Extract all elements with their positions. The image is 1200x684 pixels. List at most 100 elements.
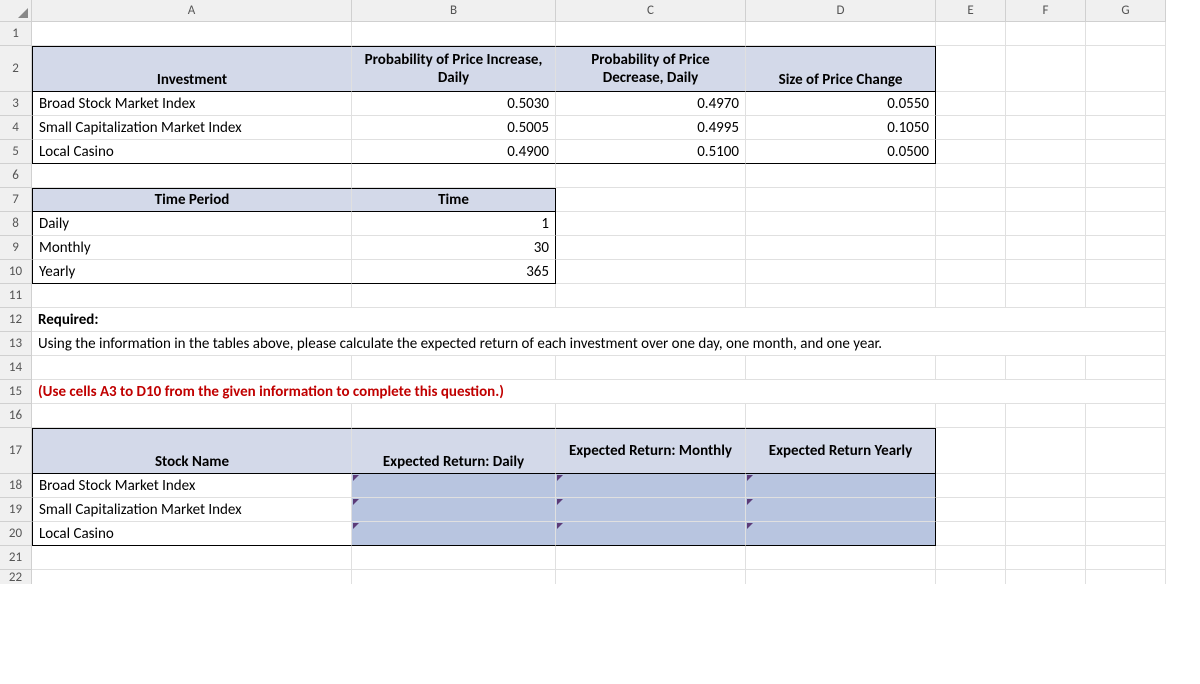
cell-c7[interactable] [556,188,746,212]
cell-b19[interactable] [352,498,556,522]
cell-e2[interactable] [936,46,1006,92]
row-header-19[interactable]: 19 [0,498,32,522]
cell-f1[interactable] [1006,22,1086,46]
cell-e5[interactable] [936,140,1006,164]
cell-e10[interactable] [936,260,1006,284]
row-header-20[interactable]: 20 [0,522,32,546]
row-header-12[interactable]: 12 [0,308,32,332]
cell-f19[interactable] [1006,498,1086,522]
cell-f5[interactable] [1006,140,1086,164]
cell-c14[interactable] [556,356,746,380]
cell-g11[interactable] [1086,284,1166,308]
cell-f11[interactable] [1006,284,1086,308]
cell-f8[interactable] [1006,212,1086,236]
cell-g8[interactable] [1086,212,1166,236]
cell-a21[interactable] [32,546,352,570]
row-header-15[interactable]: 15 [0,380,32,404]
cell-c9[interactable] [556,236,746,260]
cell-a4[interactable]: Small Capitalization Market Index [32,116,352,140]
cell-e4[interactable] [936,116,1006,140]
cell-d16[interactable] [746,404,936,428]
cell-c11[interactable] [556,284,746,308]
row-header-3[interactable]: 3 [0,92,32,116]
cell-a14[interactable] [32,356,352,380]
cell-g7[interactable] [1086,188,1166,212]
cell-e11[interactable] [936,284,1006,308]
cell-e14[interactable] [936,356,1006,380]
row-header-8[interactable]: 8 [0,212,32,236]
col-header-b[interactable]: B [352,0,556,22]
cell-f3[interactable] [1006,92,1086,116]
cell-e9[interactable] [936,236,1006,260]
cell-a6[interactable] [32,164,352,188]
cell-g16[interactable] [1086,404,1166,428]
cell-e20[interactable] [936,522,1006,546]
cell-b11[interactable] [352,284,556,308]
cell-a8[interactable]: Daily [32,212,352,236]
cell-c20[interactable] [556,522,746,546]
cell-c8[interactable] [556,212,746,236]
cell-g3[interactable] [1086,92,1166,116]
cell-d2[interactable]: Size of Price Change [746,46,936,92]
cell-d21[interactable] [746,546,936,570]
cell-c17[interactable]: Expected Return: Monthly [556,428,746,474]
cell-d11[interactable] [746,284,936,308]
cell-d17[interactable]: Expected Return Yearly [746,428,936,474]
cell-a9[interactable]: Monthly [32,236,352,260]
cell-b3[interactable]: 0.5030 [352,92,556,116]
cell-b8[interactable]: 1 [352,212,556,236]
cell-g1[interactable] [1086,22,1166,46]
cell-a15[interactable]: (Use cells A3 to D10 from the given info… [32,380,1166,404]
cell-g2[interactable] [1086,46,1166,92]
cell-d7[interactable] [746,188,936,212]
cell-e21[interactable] [936,546,1006,570]
cell-b5[interactable]: 0.4900 [352,140,556,164]
cell-a7[interactable]: Time Period [32,188,352,212]
cell-a12[interactable]: Required: [32,308,1166,332]
cell-c2[interactable]: Probability of Price Decrease, Daily [556,46,746,92]
cell-f20[interactable] [1006,522,1086,546]
cell-a5[interactable]: Local Casino [32,140,352,164]
cell-g22[interactable] [1086,570,1166,584]
cell-c6[interactable] [556,164,746,188]
cell-f18[interactable] [1006,474,1086,498]
cell-d19[interactable] [746,498,936,522]
cell-g10[interactable] [1086,260,1166,284]
cell-g20[interactable] [1086,522,1166,546]
cell-f22[interactable] [1006,570,1086,584]
cell-g5[interactable] [1086,140,1166,164]
cell-a22[interactable] [32,570,352,584]
cell-a10[interactable]: Yearly [32,260,352,284]
cell-b21[interactable] [352,546,556,570]
cell-a11[interactable] [32,284,352,308]
cell-d10[interactable] [746,260,936,284]
cell-b18[interactable] [352,474,556,498]
cell-e7[interactable] [936,188,1006,212]
cell-c22[interactable] [556,570,746,584]
cell-f14[interactable] [1006,356,1086,380]
select-all-corner[interactable] [0,0,32,22]
cell-e17[interactable] [936,428,1006,474]
cell-c18[interactable] [556,474,746,498]
cell-b7[interactable]: Time [352,188,556,212]
cell-b10[interactable]: 365 [352,260,556,284]
cell-b6[interactable] [352,164,556,188]
cell-b14[interactable] [352,356,556,380]
cell-e3[interactable] [936,92,1006,116]
row-header-16[interactable]: 16 [0,404,32,428]
cell-f4[interactable] [1006,116,1086,140]
cell-d4[interactable]: 0.1050 [746,116,936,140]
cell-c21[interactable] [556,546,746,570]
cell-c10[interactable] [556,260,746,284]
cell-d14[interactable] [746,356,936,380]
cell-b17[interactable]: Expected Return: Daily [352,428,556,474]
row-header-17[interactable]: 17 [0,428,32,474]
cell-a18[interactable]: Broad Stock Market Index [32,474,352,498]
col-header-d[interactable]: D [746,0,936,22]
row-header-9[interactable]: 9 [0,236,32,260]
cell-b16[interactable] [352,404,556,428]
cell-a2[interactable]: Investment [32,46,352,92]
col-header-a[interactable]: A [32,0,352,22]
row-header-18[interactable]: 18 [0,474,32,498]
cell-g21[interactable] [1086,546,1166,570]
